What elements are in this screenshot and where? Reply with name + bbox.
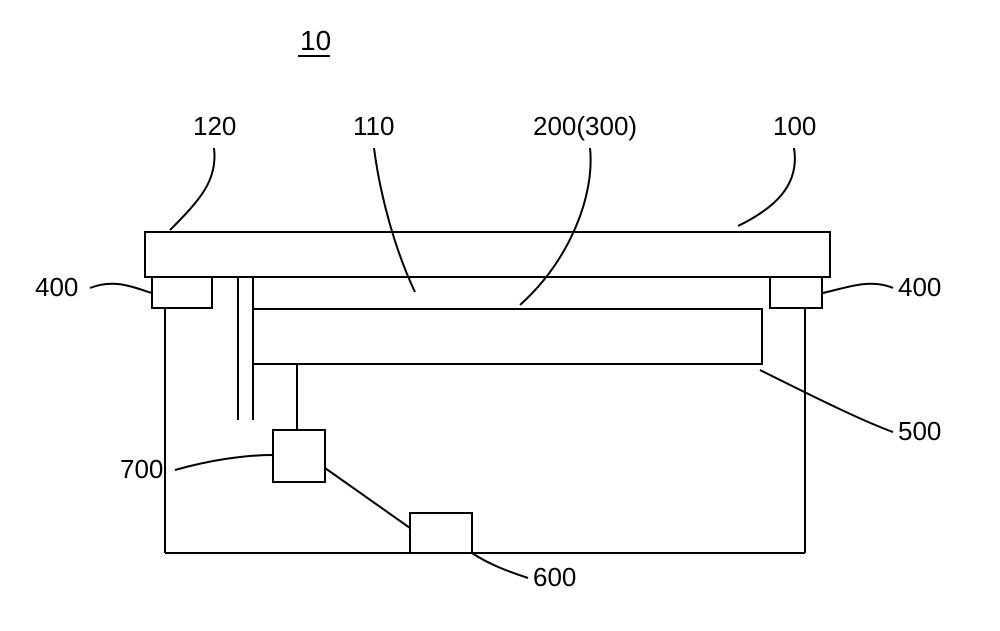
label-500: 500: [898, 416, 941, 446]
connector-lines: [165, 277, 805, 553]
label-200-300: 200(300): [533, 111, 637, 141]
figure-title: 10: [300, 25, 331, 56]
label-120: 120: [193, 111, 236, 141]
label-700: 700: [120, 454, 163, 484]
label-600: 600: [533, 562, 576, 592]
box-700: [273, 430, 325, 482]
box-600: [410, 513, 472, 553]
inner-rect: [253, 309, 762, 364]
label-110: 110: [353, 111, 394, 141]
top-bar: [145, 232, 830, 277]
label-400-left: 400: [35, 272, 78, 302]
label-400-right: 400: [898, 272, 941, 302]
label-100: 100: [773, 111, 816, 141]
technical-diagram: 10 120 110 200(300) 100 400 400 500 700 …: [0, 0, 1000, 631]
right-block: [770, 277, 822, 308]
left-block: [152, 277, 212, 308]
